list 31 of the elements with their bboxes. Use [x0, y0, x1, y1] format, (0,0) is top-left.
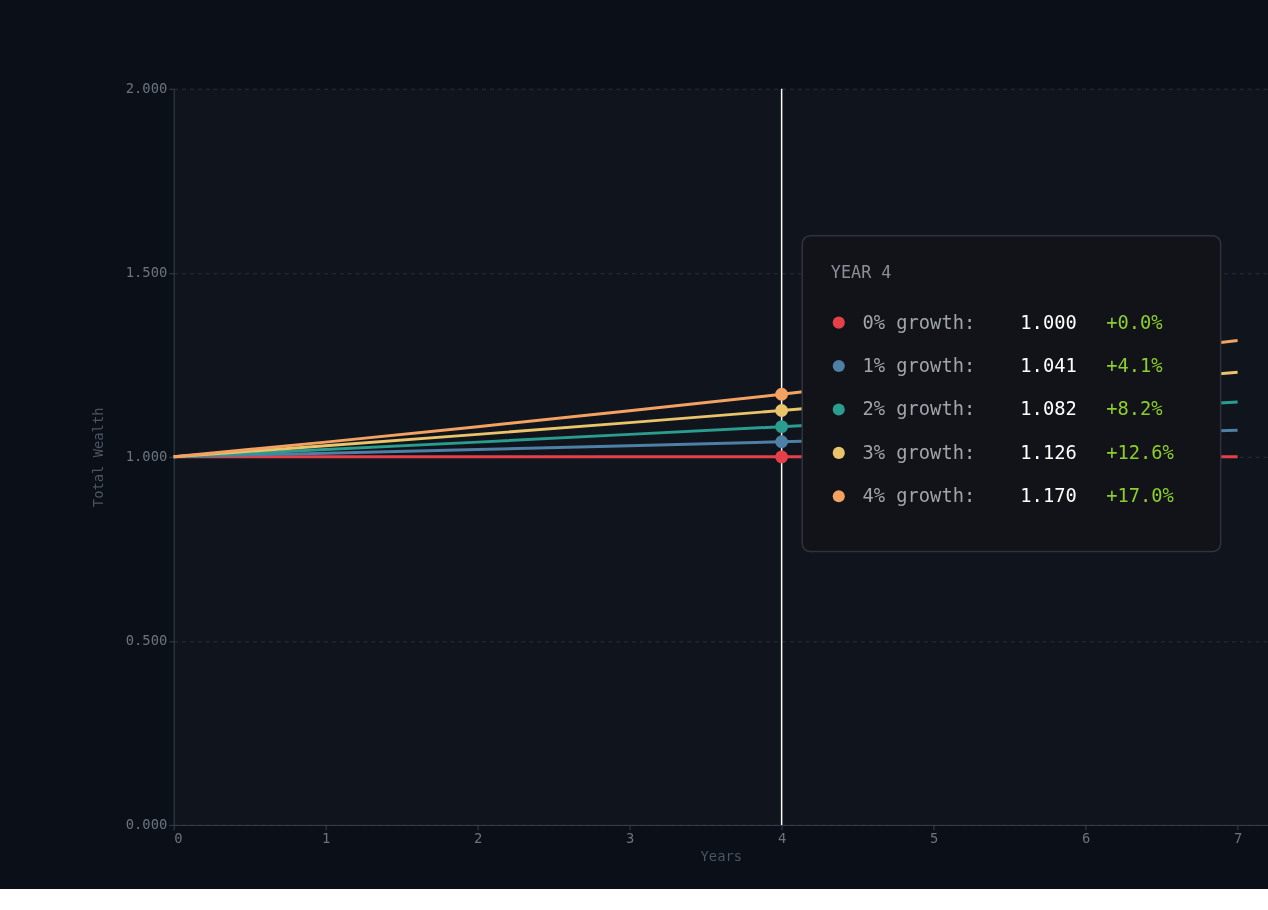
- legend-label: 3% growth:: [862, 441, 976, 463]
- y-tick-label: 1.000: [125, 448, 168, 465]
- y-tick-label: 2.000: [125, 80, 168, 97]
- x-tick-label: 1: [322, 830, 331, 847]
- legend-label: 1% growth:: [862, 354, 976, 376]
- legend-label: 0% growth:: [862, 311, 976, 333]
- x-tick-label: 0: [174, 830, 183, 847]
- annotation: +12.6%: [1106, 441, 1174, 463]
- x-axis-title: Years: [700, 847, 743, 864]
- y-tick-label: 0.500: [125, 632, 168, 649]
- x-tick-label: 4: [777, 830, 787, 847]
- x-tick-label: 6: [1081, 830, 1091, 847]
- x-tick-label: 3: [625, 830, 635, 847]
- x-tick-label: 2: [473, 830, 483, 847]
- annotation: 1.041: [1020, 354, 1077, 376]
- annotation: 1.126: [1020, 441, 1077, 463]
- legend-label: 4% growth:: [862, 485, 976, 507]
- annotation: 1.082: [1020, 398, 1077, 420]
- y-tick-label: 1.500: [125, 264, 168, 281]
- x-tick-label: 5: [929, 830, 939, 847]
- annotation: 1.000: [1020, 311, 1077, 333]
- y-axis-title: Total Wealth: [89, 407, 106, 508]
- y-tick-label: 0.000: [125, 816, 168, 833]
- annotation: 1.170: [1020, 485, 1077, 507]
- annotation: +8.2%: [1106, 398, 1163, 420]
- x-tick-label: 7: [1233, 830, 1243, 847]
- annotation: +4.1%: [1106, 354, 1163, 376]
- annotation: +0.0%: [1106, 311, 1163, 333]
- annotation: +17.0%: [1106, 485, 1174, 507]
- legend-title: YEAR 4: [830, 262, 892, 283]
- legend-label: 2% growth:: [862, 398, 976, 420]
